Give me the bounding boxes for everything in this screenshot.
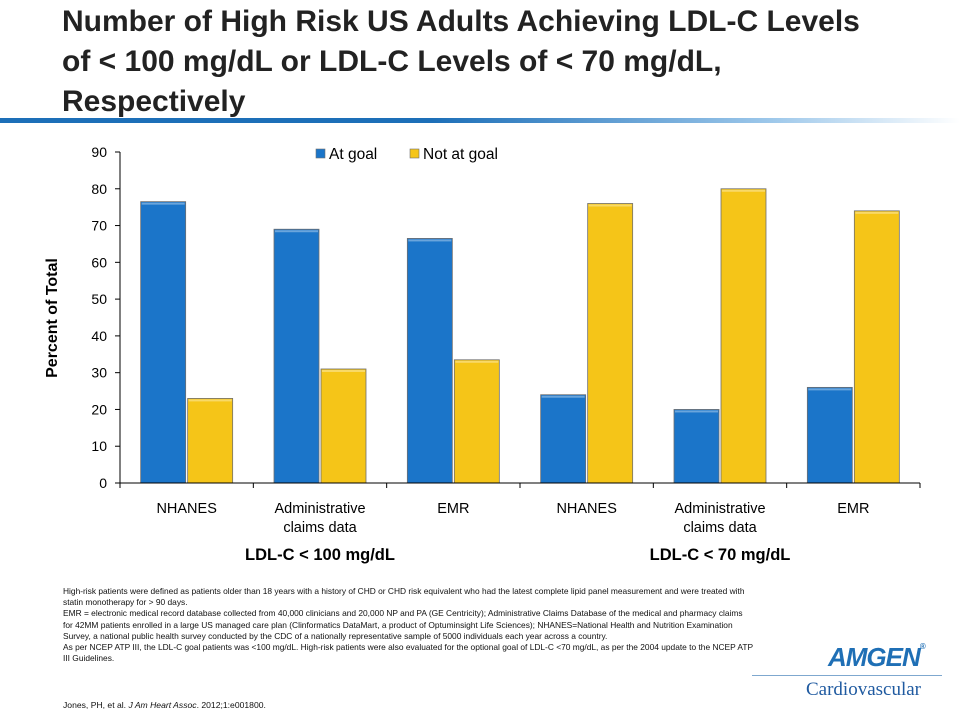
y-tick-label: 50	[91, 291, 107, 307]
bar-highlight	[722, 189, 765, 192]
legend-label: Not at goal	[423, 146, 498, 163]
bar-highlight	[588, 204, 632, 207]
x-tick-label: NHANES	[156, 501, 216, 517]
bar-not-at-goal	[187, 398, 234, 484]
slide-title: Number of High Risk US Adults Achieving …	[62, 5, 860, 118]
group-label: LDL-C < 100 mg/dL	[245, 546, 395, 564]
footnotes: High-risk patients were defined as patie…	[63, 586, 753, 664]
y-axis-label: Percent of Total	[44, 258, 61, 378]
y-tick-label: 30	[91, 365, 107, 381]
bar-at-goal	[140, 201, 187, 484]
bar-highlight	[808, 388, 852, 391]
y-tick-label: 40	[91, 328, 107, 344]
logo-divider	[752, 675, 942, 676]
bar-highlight	[275, 230, 318, 233]
bars	[140, 188, 900, 484]
x-tick-label: EMR	[837, 501, 869, 517]
bar-highlight	[541, 395, 585, 398]
bar-highlight	[188, 399, 232, 402]
bar-highlight	[855, 211, 899, 214]
legend-label: At goal	[329, 146, 377, 163]
bar-not-at-goal	[720, 188, 767, 484]
x-tick-label: EMR	[437, 501, 469, 517]
amgen-logo: AMGEN®	[828, 642, 926, 672]
footnote-definition: High-risk patients were defined as patie…	[63, 586, 745, 608]
x-tick-label: NHANES	[556, 501, 616, 517]
bar-not-at-goal	[453, 359, 500, 484]
legend-swatch	[409, 148, 420, 159]
citation-details: . 2012;1:e001800.	[196, 700, 266, 710]
x-axis: NHANES Administrative claims data EMR NHANES…	[119, 482, 921, 564]
chart-legend: At goal Not at goal	[315, 146, 498, 163]
bar-at-goal	[273, 228, 320, 484]
amgen-logo-text: AMGEN	[828, 642, 921, 672]
amgen-division: Cardiovascular	[806, 679, 922, 700]
bar-highlight	[322, 369, 365, 372]
bar-at-goal	[673, 409, 720, 484]
x-tick-label: Administrative claims data	[674, 501, 765, 536]
y-tick-label: 70	[91, 218, 107, 234]
citation-authors: Jones, PH, et al.	[63, 700, 129, 710]
footnote-sources: EMR = electronic medical record database…	[63, 608, 743, 641]
y-tick-label: 60	[91, 254, 107, 270]
title-underline	[0, 118, 960, 123]
legend-swatch	[315, 148, 326, 159]
bar-highlight	[455, 360, 499, 363]
bar-at-goal	[806, 386, 853, 484]
footnote-guidelines: As per NCEP ATP III, the LDL-C goal pati…	[63, 642, 753, 664]
y-tick-label: 90	[91, 144, 107, 160]
bar-highlight	[675, 410, 718, 413]
citation: Jones, PH, et al. J Am Heart Assoc. 2012…	[63, 700, 266, 710]
y-tick-label: 10	[91, 438, 107, 454]
y-tick-label: 0	[99, 475, 107, 491]
group-label: LDL-C < 70 mg/dL	[650, 546, 791, 564]
bar-not-at-goal	[853, 210, 900, 484]
bar-highlight	[141, 202, 185, 205]
bar-at-goal	[406, 238, 453, 484]
y-tick-label: 20	[91, 401, 107, 417]
bar-not-at-goal	[320, 368, 367, 484]
bar-chart: At goal Not at goal 0 10 20 30 40 50 60 70 80 90 N…	[44, 144, 921, 564]
bar-not-at-goal	[587, 203, 634, 484]
y-tick-label: 80	[91, 181, 107, 197]
citation-journal: J Am Heart Assoc	[128, 700, 197, 710]
bar-at-goal	[540, 394, 587, 484]
bar-highlight	[408, 239, 452, 242]
y-axis: 0 10 20 30 40 50 60 70 80 90	[91, 144, 121, 491]
x-tick-label: Administrative claims data	[274, 501, 365, 536]
